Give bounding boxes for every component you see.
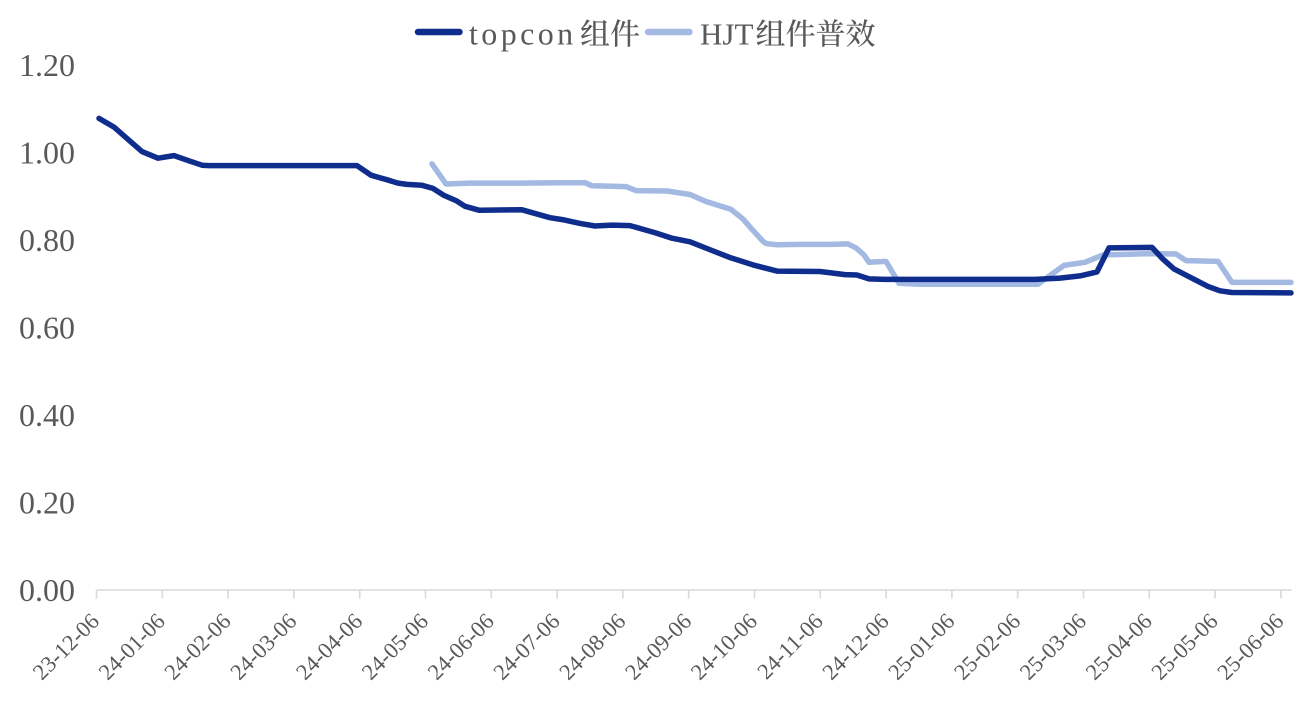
svg-text:HJT: HJT: [700, 17, 753, 52]
svg-text:0.80: 0.80: [19, 222, 75, 258]
svg-text:1.00: 1.00: [19, 135, 75, 171]
svg-text:0.60: 0.60: [19, 310, 75, 346]
svg-text:0.20: 0.20: [19, 485, 75, 521]
svg-text:1.20: 1.20: [19, 47, 75, 83]
svg-text:0.00: 0.00: [19, 572, 75, 608]
svg-text:topcon: topcon: [469, 16, 577, 52]
svg-text:0.40: 0.40: [19, 397, 75, 433]
